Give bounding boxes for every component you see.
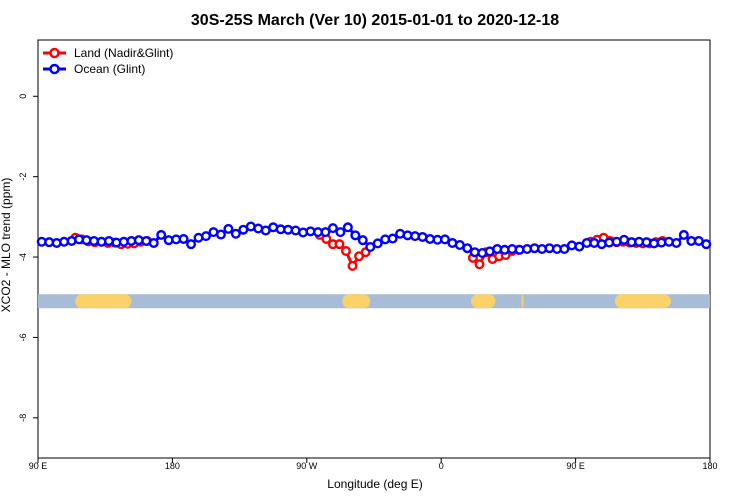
series-ocean [36,221,712,259]
x-axis: 90 E 180 90 W 0 90 E 180 [29,458,718,471]
y-tick-label-2: -4 [18,253,28,261]
x-axis-label: Longitude (deg E) [327,477,422,491]
ocean-point [156,229,167,240]
series-group [36,221,712,271]
land-point [347,260,358,271]
land-band-segment-4 [614,294,671,309]
y-tick-label-4: -8 [18,414,28,422]
chart-title: 30S-25S March (Ver 10) 2015-01-01 to 202… [191,12,559,29]
ocean-point [327,223,338,234]
ocean-point [365,241,376,252]
ocean-point [230,228,241,239]
land-band-segment-2 [471,294,496,309]
ocean-point [342,222,353,233]
land-point [341,246,352,257]
y-tick-label-3: -6 [18,333,28,341]
ocean-point [148,237,159,248]
x-tick-label-5: 180 [702,461,717,471]
land-point [334,239,345,250]
x-tick-label-0: 90 E [29,461,48,471]
land-point [474,259,485,270]
ocean-point [387,233,398,244]
ocean-point [223,223,234,234]
ocean-point [200,231,211,242]
legend: Land (Nadir&Glint) Ocean (Glint) [43,46,173,76]
legend-land-marker [49,47,60,59]
ocean-point [574,241,585,252]
surface-band [38,294,710,309]
plot-frame [37,39,711,459]
ocean-point [462,243,473,254]
ocean-point [439,234,450,245]
y-axis: 0 -2 -4 -6 -8 [18,94,38,422]
sea-band [38,294,710,309]
ocean-point [372,238,383,249]
ocean-point [335,227,346,238]
ocean-point [350,230,361,241]
legend-ocean-marker [49,63,60,75]
y-tick-label-0: 0 [18,94,28,99]
ocean-point [671,237,682,248]
x-tick-label-4: 90 E [566,461,585,471]
land-band-segment-3 [521,294,524,309]
legend-ocean-label: Ocean (Glint) [74,62,145,76]
y-tick-label-1: -2 [18,173,28,181]
x-tick-label-3: 0 [439,461,444,471]
land-band-segment-1 [342,294,371,309]
legend-land-label: Land (Nadir&Glint) [74,46,173,60]
ocean-point [186,239,197,250]
ocean-point [320,227,331,238]
land-band-segment-0 [75,294,132,309]
y-axis-label: XCO2 - MLO trend (ppm) [0,178,13,313]
ocean-point [215,229,226,240]
ocean-point [678,229,689,240]
x-tick-label-1: 180 [165,461,180,471]
ocean-point [559,243,570,254]
x-tick-label-2: 90 W [296,461,318,471]
ocean-point [357,235,368,246]
ocean-point [701,239,712,250]
ocean-point [178,233,189,244]
